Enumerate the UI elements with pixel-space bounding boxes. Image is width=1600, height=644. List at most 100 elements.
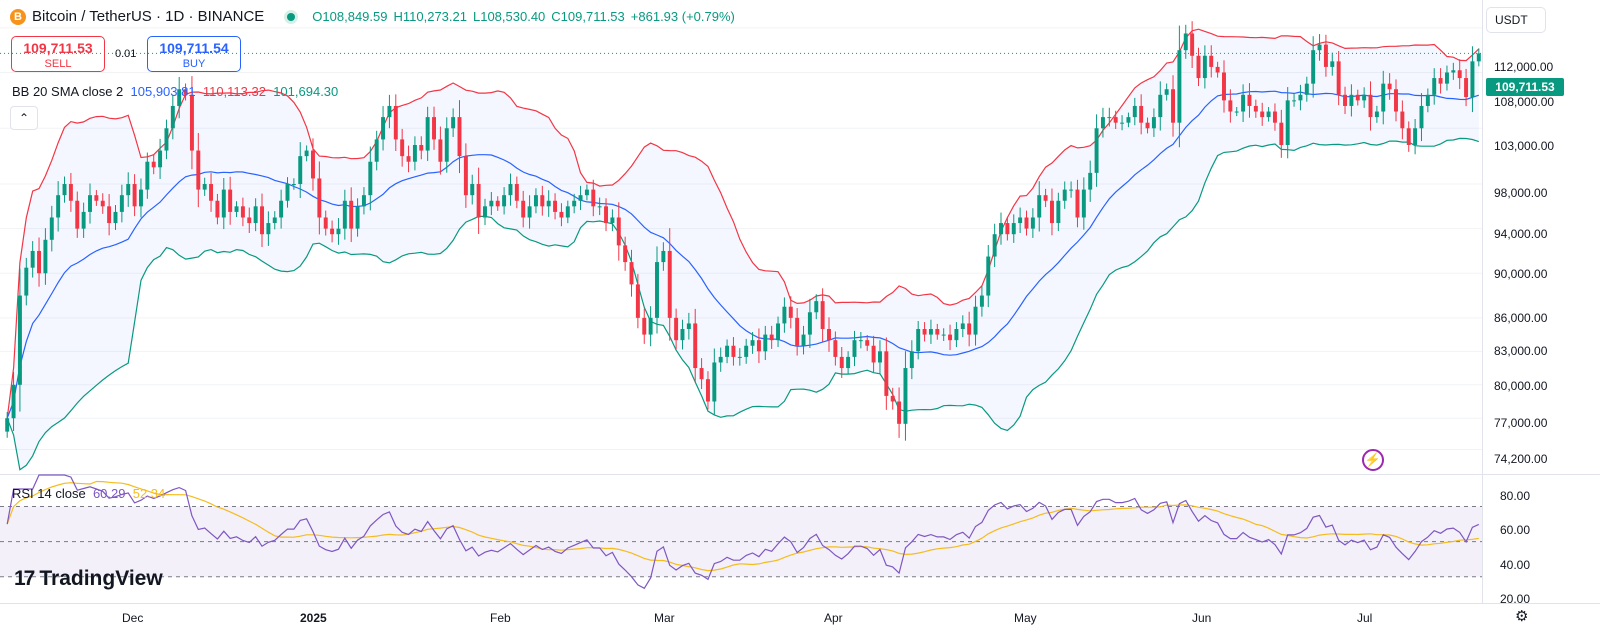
candle: [1362, 94, 1367, 101]
candle: [1381, 83, 1386, 112]
candle: [565, 206, 570, 218]
candle: [1113, 117, 1118, 123]
candle: [533, 195, 538, 207]
candle: [438, 139, 443, 162]
candle: [100, 200, 105, 207]
candle: [342, 200, 347, 229]
candle: [1279, 122, 1284, 145]
price-axis-label: 94,000.00: [1494, 227, 1548, 241]
candle: [17, 295, 22, 385]
candle: [1317, 44, 1322, 51]
candle: [527, 206, 532, 218]
candle: [973, 306, 978, 335]
candle: [884, 351, 889, 396]
candle: [1470, 61, 1475, 98]
candle: [597, 206, 602, 208]
candle: [209, 184, 214, 201]
price-axis-label: 80,000.00: [1494, 379, 1548, 393]
candle: [183, 89, 188, 95]
candle: [725, 345, 730, 357]
symbol-header: B Bitcoin / TetherUS · 1D · BINANCE O108…: [10, 8, 735, 25]
candle: [240, 206, 245, 218]
candle: [1126, 117, 1131, 123]
candle: [43, 239, 48, 274]
candle: [584, 189, 589, 196]
time-axis-label: Feb: [490, 611, 511, 625]
candle: [279, 200, 284, 218]
candle: [769, 334, 774, 341]
candle: [846, 356, 851, 369]
candle: [189, 94, 194, 151]
candle: [788, 306, 793, 318]
candle: [1215, 66, 1220, 73]
candle: [1183, 33, 1188, 51]
candle: [897, 401, 902, 424]
candle: [1247, 94, 1252, 106]
ohlc-high: H110,273.21: [393, 9, 467, 24]
candle: [941, 334, 946, 336]
sell-price: 109,711.53: [23, 40, 93, 56]
candle: [196, 150, 201, 190]
candle: [750, 340, 755, 346]
candle: [833, 340, 838, 357]
candle: [202, 184, 207, 190]
candle: [782, 306, 787, 324]
flash-icon[interactable]: ⚡: [1362, 449, 1384, 471]
last-price-tag: 109,711.53: [1486, 78, 1564, 96]
rsi-axis-label: 60.00: [1500, 523, 1531, 537]
candle: [75, 200, 80, 229]
candle: [88, 195, 92, 212]
candle: [228, 189, 233, 212]
candle: [1457, 70, 1462, 79]
candle: [508, 184, 513, 196]
candle: [1164, 89, 1169, 95]
candle: [393, 105, 398, 140]
candle: [234, 206, 239, 212]
candle: [852, 340, 857, 357]
candle: [1100, 117, 1105, 129]
candle: [126, 184, 131, 196]
candle: [406, 156, 411, 162]
candle: [138, 189, 143, 207]
rsi-ma-line: [6, 480, 1479, 572]
candle: [1062, 189, 1067, 201]
candle: [699, 368, 704, 380]
collapse-legend-button[interactable]: ⌃: [10, 106, 38, 130]
candle: [1056, 200, 1061, 224]
tradingview-logo[interactable]: 17 TradingView: [14, 567, 163, 591]
candle: [865, 340, 870, 346]
candle: [457, 117, 462, 157]
bb-legend[interactable]: BB 20 SMA close 2 105,903.81 110,113.32 …: [12, 84, 338, 99]
candle: [1043, 195, 1048, 201]
rsi-legend[interactable]: RSI 14 close 60.29 52.34: [12, 486, 165, 501]
price-axis-label: 98,000.00: [1494, 186, 1548, 200]
candle: [731, 345, 736, 357]
candle: [877, 351, 882, 363]
sell-button[interactable]: 109,711.53 SELL: [11, 36, 105, 72]
buy-button[interactable]: 109,711.54 BUY: [147, 36, 241, 72]
settings-icon[interactable]: ⚙: [1515, 608, 1529, 625]
candle: [387, 105, 392, 118]
candle: [1298, 94, 1303, 101]
candle: [1075, 189, 1080, 218]
price-axis-label: 108,000.00: [1494, 95, 1555, 109]
candle: [1438, 78, 1443, 84]
candle: [119, 195, 124, 212]
candle: [1400, 111, 1405, 129]
candle: [718, 356, 723, 363]
candle: [604, 206, 609, 224]
candle: [483, 206, 487, 218]
currency-selector[interactable]: USDT: [1486, 7, 1546, 33]
candle: [432, 117, 436, 140]
candle: [221, 189, 226, 218]
candle: [266, 223, 271, 235]
ohlc-open: O108,849.59: [312, 9, 388, 24]
tradingview-logo-text: TradingView: [39, 567, 163, 590]
candle: [49, 217, 54, 240]
ohlc-change: +861.93 (+0.79%): [630, 9, 735, 24]
symbol-title[interactable]: Bitcoin / TetherUS · 1D · BINANCE: [32, 8, 265, 25]
candle: [1285, 100, 1290, 145]
candle: [317, 178, 322, 218]
candle: [1222, 72, 1226, 101]
